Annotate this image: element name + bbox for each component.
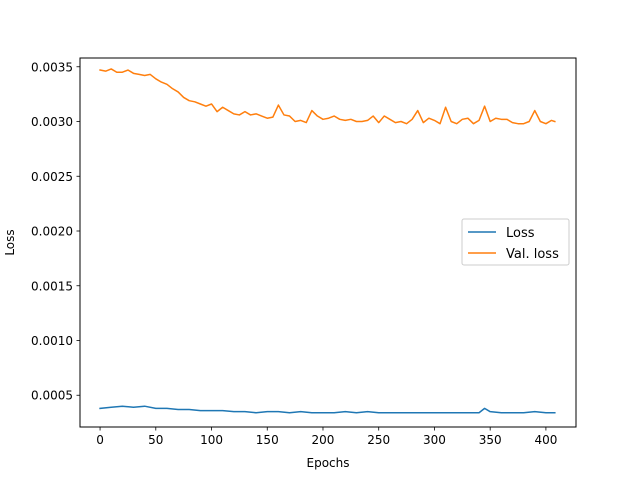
x-tick-label: 300 (423, 433, 446, 447)
plot-frame (79, 57, 577, 428)
y-tick-label: 0.0005 (31, 389, 73, 403)
x-axis: 0 50 100 150 200 250 300 350 400 (96, 427, 557, 447)
y-axis: 0.0005 0.0010 0.0015 0.0020 0.0025 0.0030 0.00… (31, 60, 80, 403)
x-tick-label: 250 (367, 433, 390, 447)
y-tick-label: 0.0030 (31, 115, 73, 129)
legend: Loss Val. loss (461, 218, 570, 266)
y-tick-label: 0.0015 (31, 279, 73, 293)
y-tick-label: 0.0020 (31, 225, 73, 239)
x-tick-label: 50 (148, 433, 163, 447)
x-axis-title: Epochs (307, 456, 350, 470)
legend-label-val-loss: Val. loss (506, 247, 559, 262)
x-tick-label: 200 (312, 433, 335, 447)
y-tick-label: 0.0010 (31, 334, 73, 348)
series-line-loss (99, 405, 556, 414)
y-tick-label: 0.0025 (31, 170, 73, 184)
x-tick-label: 150 (256, 433, 279, 447)
series-line-val-loss (99, 68, 556, 125)
x-tick-label: 0 (96, 433, 104, 447)
series-layer (99, 68, 556, 414)
x-tick-label: 400 (534, 433, 557, 447)
legend-label-loss: Loss (506, 226, 535, 241)
y-axis-title: Loss (3, 229, 17, 255)
x-tick-label: 100 (200, 433, 223, 447)
x-tick-label: 350 (479, 433, 502, 447)
y-tick-label: 0.0035 (31, 60, 73, 74)
